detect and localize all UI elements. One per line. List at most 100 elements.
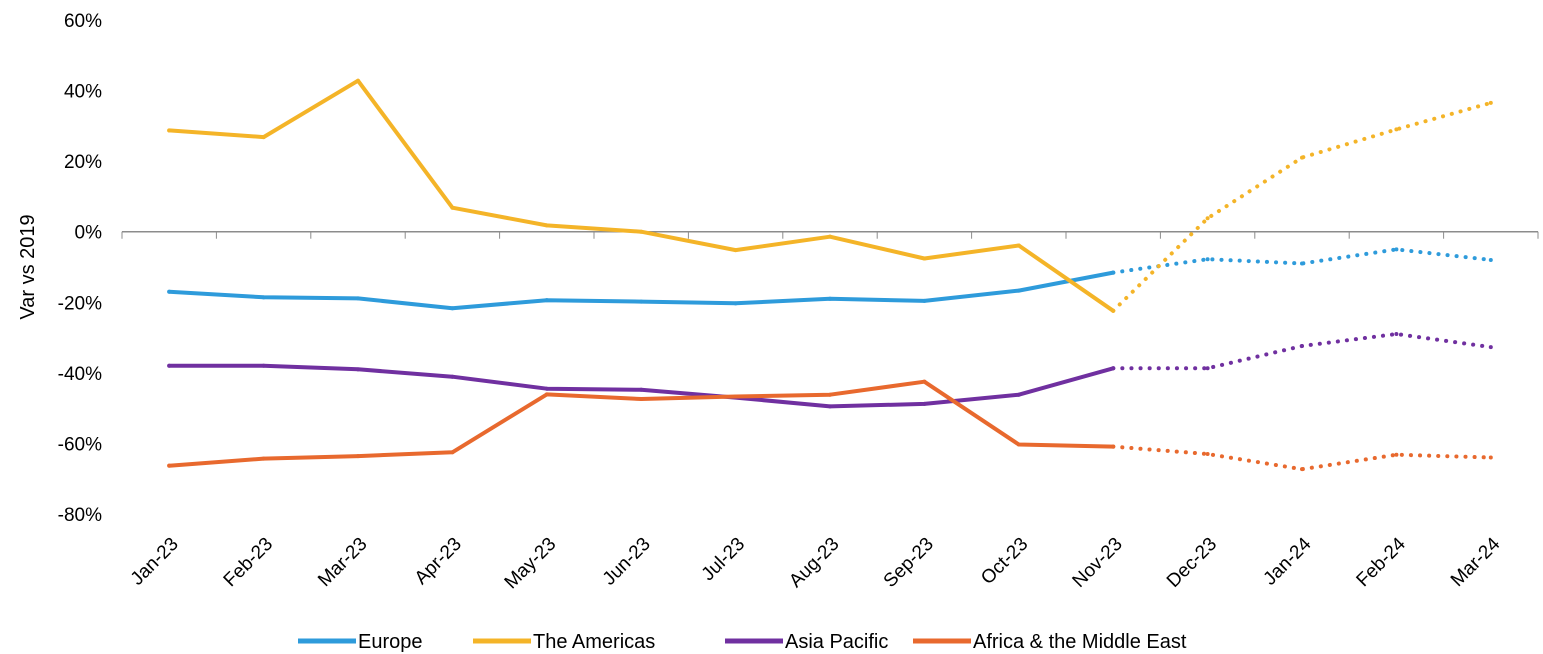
data-point (261, 456, 266, 461)
data-point (1488, 257, 1493, 262)
data-point (356, 367, 360, 372)
y-axis-title: Var vs 2019 (17, 214, 39, 319)
data-point (733, 394, 738, 399)
x-tick-label: May-23 (501, 534, 561, 594)
data-point (167, 363, 172, 368)
y-tick-label: 40% (64, 82, 102, 103)
x-axis-tick-labels: Jan-23 Feb-23 Mar-23 Apr-23 May-23 Jun-23 Jul-… (127, 533, 1505, 593)
legend-item: The Americas (473, 631, 655, 653)
x-tick-label: Mar-24 (1447, 533, 1505, 591)
data-point (1205, 366, 1210, 371)
data-point (922, 379, 927, 384)
series-line-forecast (1111, 444, 1493, 472)
data-point (828, 234, 832, 239)
data-point (1111, 308, 1116, 313)
x-tick-label: Aug-23 (785, 534, 843, 592)
x-tick-label: Mar-23 (314, 534, 371, 591)
data-point (1394, 247, 1399, 252)
data-point (828, 404, 832, 409)
series-africa-the-middle-east (167, 379, 1493, 472)
data-point (1488, 455, 1493, 460)
data-point (1394, 127, 1399, 132)
data-point (450, 306, 455, 311)
data-point (544, 223, 549, 228)
x-tick-label: Jan-24 (1260, 533, 1316, 589)
series-line-actual (167, 379, 1116, 468)
legend-item: Asia Pacific (725, 631, 888, 653)
y-tick-label: 0% (75, 223, 103, 244)
x-tick-label: Jul-23 (698, 534, 749, 585)
data-point (922, 298, 927, 303)
data-point (450, 205, 455, 210)
data-point (1394, 332, 1399, 337)
series-the-americas (167, 78, 1493, 313)
data-point (733, 301, 738, 306)
data-point (544, 386, 549, 391)
y-tick-label: -60% (58, 434, 102, 455)
data-point (639, 387, 644, 392)
y-tick-label: -20% (58, 293, 102, 314)
x-axis (121, 230, 1539, 239)
data-point (1300, 261, 1304, 266)
data-point (1488, 345, 1493, 350)
data-point (1016, 442, 1021, 447)
y-tick-label: -40% (58, 364, 102, 385)
data-point (167, 289, 172, 294)
data-point (1111, 270, 1116, 275)
series-europe (167, 247, 1493, 311)
data-point (356, 454, 360, 459)
data-point (922, 401, 927, 406)
x-tick-label: Feb-24 (1353, 533, 1411, 591)
data-point (450, 450, 455, 455)
legend-item: Europe (298, 631, 423, 653)
data-point (1300, 467, 1304, 472)
data-point (1300, 344, 1304, 349)
series-line-actual (167, 78, 1116, 313)
series-line-forecast (1111, 100, 1493, 313)
y-tick-label: 20% (64, 152, 102, 173)
data-point (1394, 452, 1399, 457)
y-tick-label: -80% (58, 505, 102, 526)
data-point (167, 463, 172, 468)
data-point (1111, 444, 1116, 449)
x-tick-label: Sep-23 (880, 534, 938, 592)
series-lines (167, 78, 1493, 472)
x-tick-label: Dec-23 (1163, 534, 1221, 592)
x-tick-label: Oct-23 (977, 534, 1032, 589)
x-tick-label: Jan-23 (127, 534, 183, 590)
legend-label: Asia Pacific (785, 631, 888, 653)
data-point (544, 392, 549, 397)
x-tick-label: Apr-23 (411, 534, 466, 589)
legend-label: Europe (358, 631, 423, 653)
data-point (261, 363, 266, 368)
data-point (828, 392, 832, 397)
x-tick-label: Nov-23 (1069, 534, 1127, 592)
data-point (167, 128, 172, 133)
data-point (639, 299, 644, 304)
data-point (639, 396, 644, 401)
y-tick-label: 60% (64, 11, 102, 32)
data-point (356, 78, 360, 83)
data-point (544, 298, 549, 303)
series-asia-pacific (167, 332, 1493, 409)
data-point (922, 256, 927, 261)
data-point (639, 229, 644, 234)
data-point (1205, 216, 1210, 221)
data-point (1488, 100, 1493, 105)
data-point (733, 248, 738, 253)
data-point (828, 296, 832, 301)
legend-item: Africa & the Middle East (913, 631, 1187, 653)
x-tick-label: Feb-23 (220, 534, 277, 591)
data-point (1016, 243, 1021, 248)
y-axis-tick-labels: 60% 40% 20% 0% -20% -40% -60% -80% (58, 11, 102, 526)
data-point (450, 374, 455, 379)
legend: Europe The Americas Asia Pacific Africa & t… (298, 631, 1187, 653)
data-point (1016, 392, 1021, 397)
data-point (1300, 155, 1304, 160)
legend-label: The Americas (533, 631, 655, 653)
x-tick-label: Jun-23 (599, 534, 655, 590)
data-point (1205, 257, 1210, 262)
data-point (356, 296, 360, 301)
